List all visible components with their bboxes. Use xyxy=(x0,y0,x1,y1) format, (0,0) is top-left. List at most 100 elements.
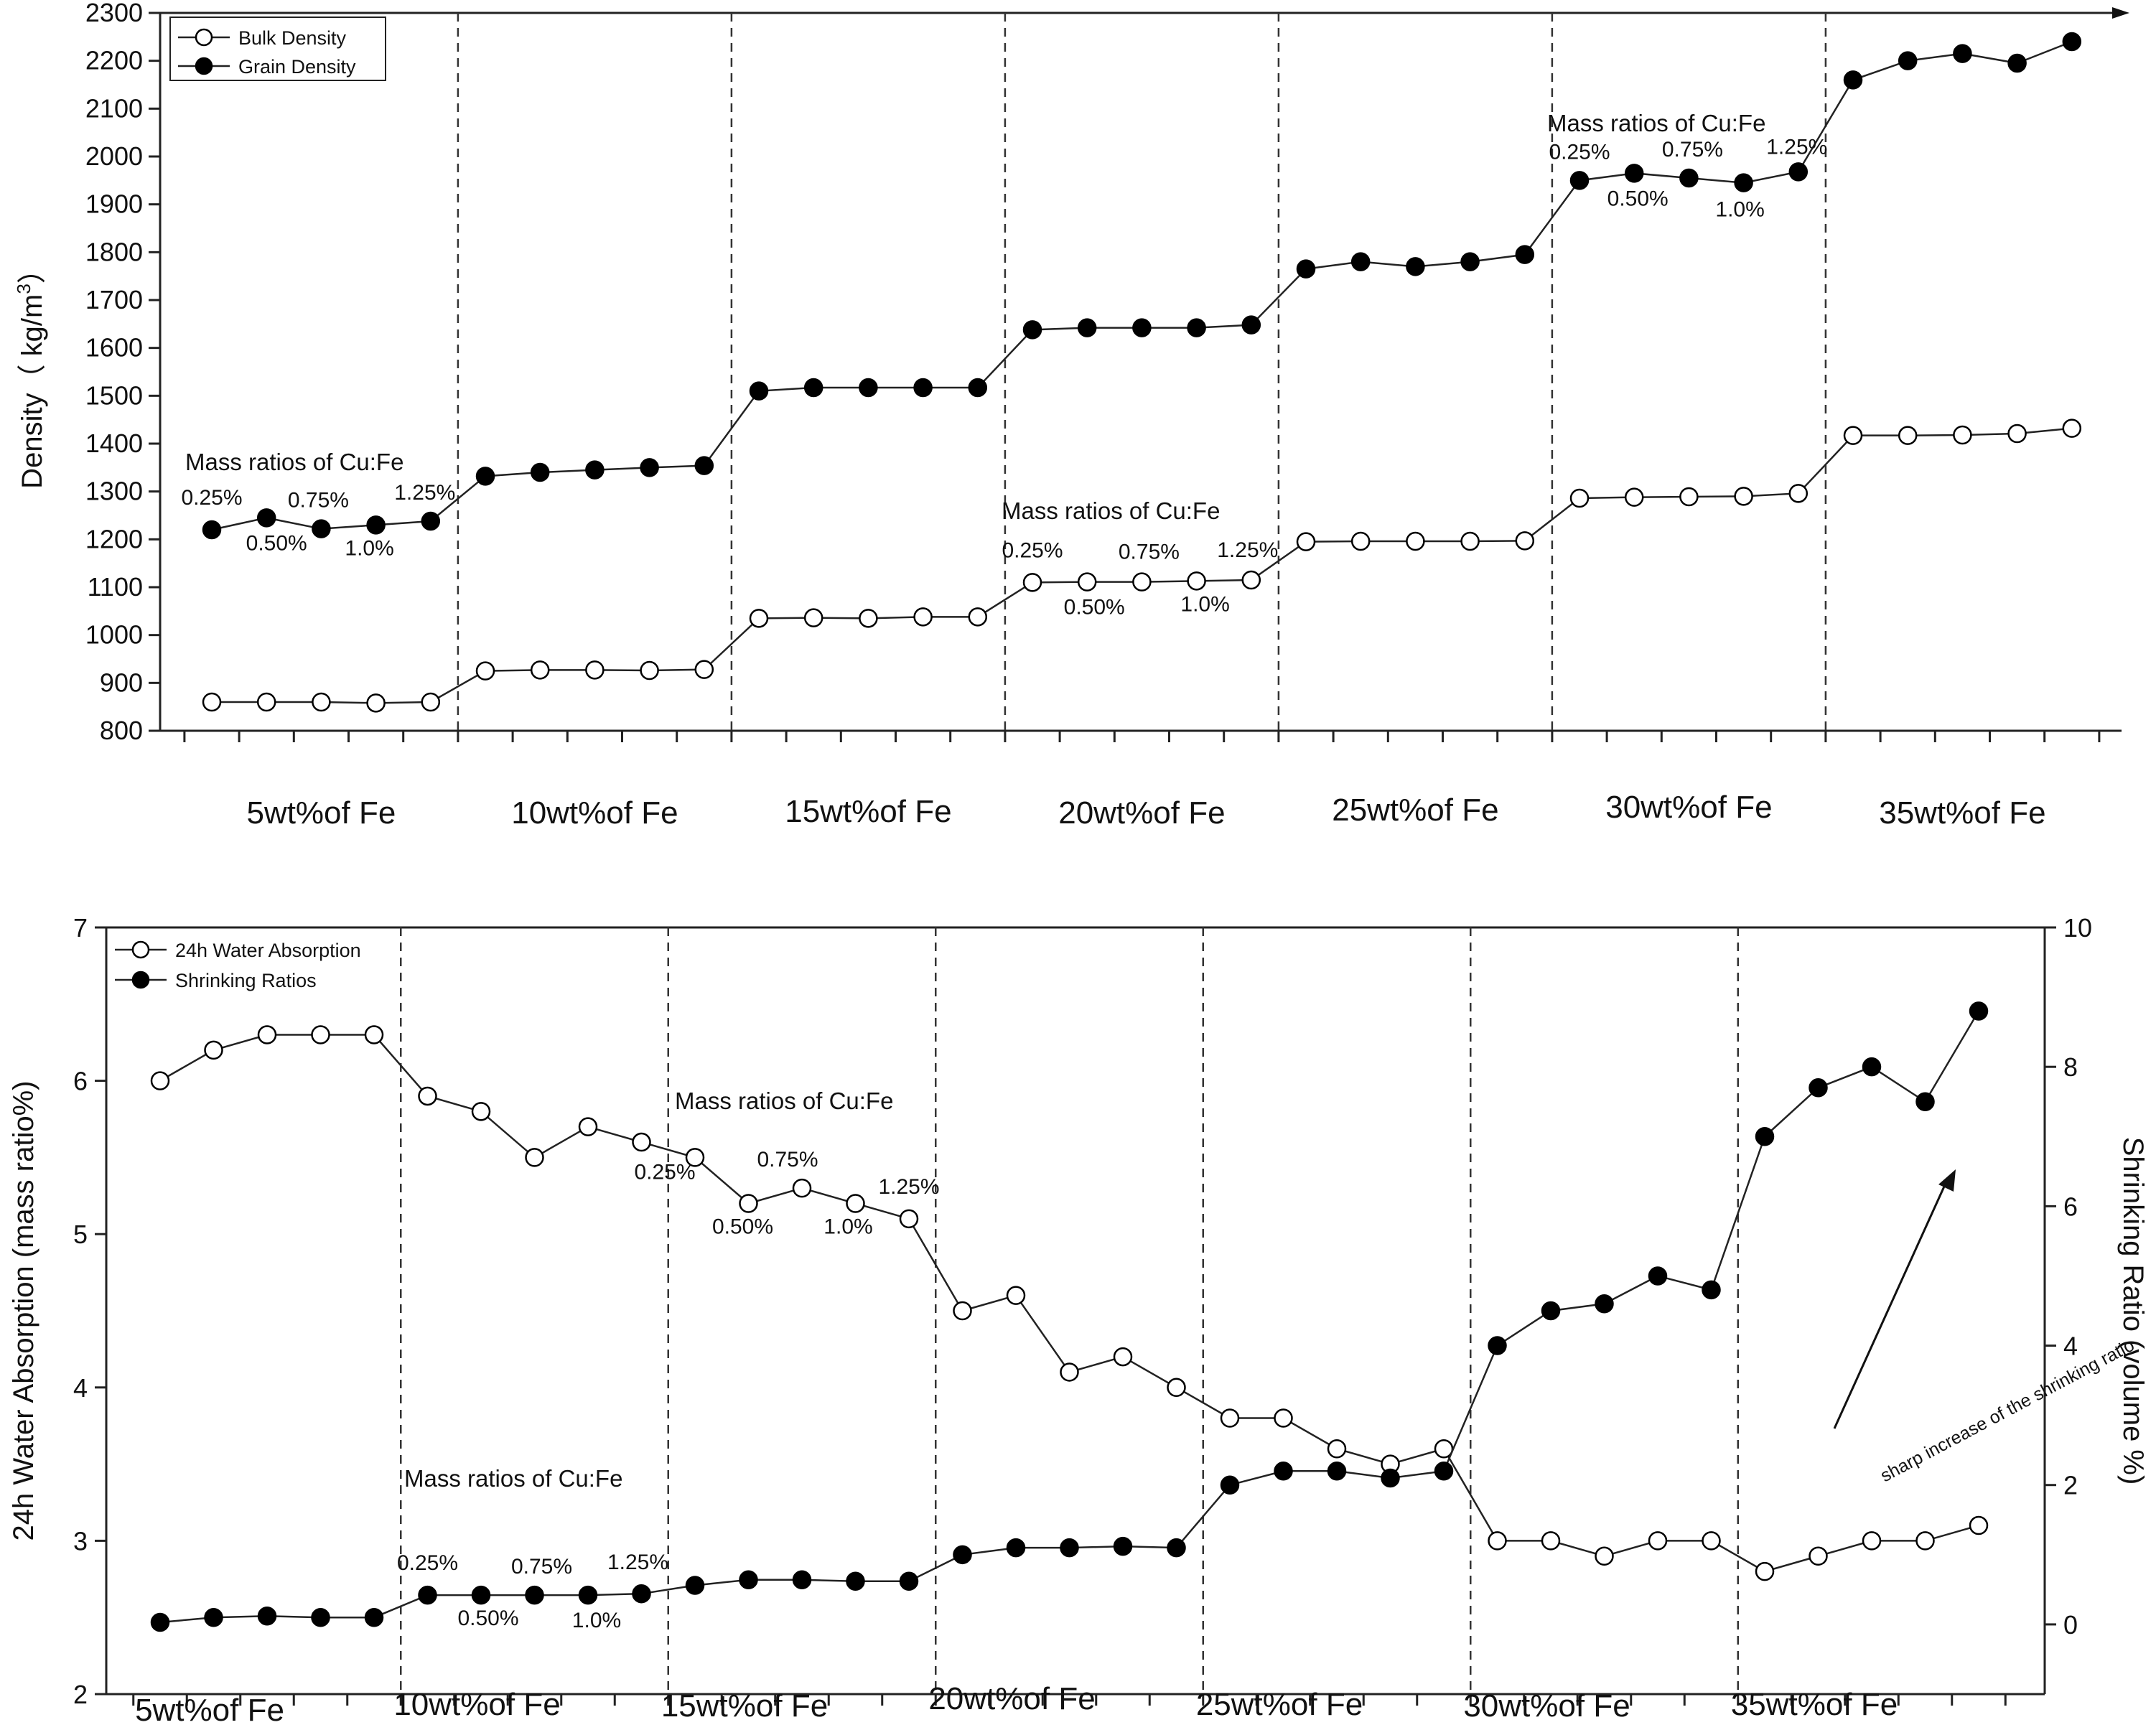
bulk-density-point xyxy=(421,692,441,712)
arrow-spacer-77 xyxy=(1829,1399,1865,1425)
arrow-spacer-34 xyxy=(1829,1399,1865,1426)
x-group-label: 35wt%of Fe xyxy=(1879,795,2045,831)
ratio-label: 0.50% xyxy=(1607,187,1669,210)
grain-density-point xyxy=(640,458,659,477)
arrow-spacer-9 xyxy=(1829,1399,1865,1426)
grain-density-point xyxy=(475,467,495,486)
x-group-label: 5wt%of Fe xyxy=(246,795,396,831)
arrow-spacer-54 xyxy=(1829,1399,1865,1425)
grain-density-point xyxy=(968,378,988,398)
ratio-label: 1.0% xyxy=(572,1609,621,1632)
arrow-spacer-108 xyxy=(1829,1172,1874,1426)
ratio-label: 0.25% xyxy=(397,1551,458,1575)
arrow-guide-21 xyxy=(1832,1177,1867,1424)
arrow-spacer-95 xyxy=(1829,1399,1865,1426)
shrinking-ratio-point xyxy=(150,1612,170,1632)
arrow-spacer-61 xyxy=(1829,1399,1865,1425)
water-absorption-point xyxy=(578,1117,598,1136)
arrow-spacer-75 xyxy=(1829,1399,1865,1425)
shrinking-ratio-point xyxy=(1969,1001,1989,1021)
arrow-spacer-17 xyxy=(1829,1399,1865,1426)
water-absorption-point xyxy=(150,1071,170,1090)
shrinking-ratio-point xyxy=(632,1584,651,1604)
shrinking-ratio-point xyxy=(1006,1538,1026,1558)
left-y-tick-label: 7 xyxy=(73,913,88,943)
x-group-label: 30wt%of Fe xyxy=(1463,1688,1630,1724)
water-absorption-point xyxy=(1755,1561,1775,1581)
x-group-label: 25wt%of Fe xyxy=(1332,792,1498,828)
bulk-density-point xyxy=(803,608,823,627)
shrinking-ratio-point xyxy=(1060,1538,1079,1558)
arrow-spacer-177 xyxy=(1829,1175,1871,1426)
arrow-spacer-168 xyxy=(1829,1172,1872,1426)
arrow-spacer-166 xyxy=(1829,1172,1872,1426)
grain-density-point xyxy=(421,511,441,531)
arrow-spacer-136 xyxy=(1829,1409,1859,1426)
arrow-spacer-50 xyxy=(1829,1399,1865,1425)
arrow-spacer-172 xyxy=(1829,1172,1872,1426)
ratio-label: 0.75% xyxy=(1119,541,1180,564)
annotation-title: Mass ratios of Cu:Fe xyxy=(404,1465,622,1492)
arrow-spacer-137 xyxy=(1829,1409,1859,1426)
arrow-spacer-41 xyxy=(1829,1399,1865,1426)
legend: Bulk Density Grain Density xyxy=(169,17,386,81)
y-axis-title-main: Density（ kg/m xyxy=(17,294,48,489)
arrow-spacer-66 xyxy=(1829,1399,1865,1425)
bulk-density-point xyxy=(1953,425,1972,445)
arrow-spacer-76 xyxy=(1829,1399,1865,1425)
water-absorption-point xyxy=(739,1194,758,1213)
bulk-density-point xyxy=(694,660,714,679)
grain-density-point xyxy=(1350,252,1371,271)
water-absorption-point xyxy=(525,1148,544,1167)
arrow-spacer-139 xyxy=(1829,1409,1859,1426)
ratio-label: 0.25% xyxy=(634,1160,695,1184)
bulk-density-point xyxy=(1569,488,1590,508)
arrow-guide-5 xyxy=(1832,1174,1868,1424)
right-y-tick-label: 10 xyxy=(2063,913,2092,943)
grain-density-point xyxy=(1734,173,1753,192)
arrow-spacer-55 xyxy=(1829,1399,1865,1425)
arrow-spacer-103 xyxy=(1829,1399,1865,1426)
grain-density-point xyxy=(1296,259,1316,279)
arrow-spacer-181 xyxy=(1829,1175,1871,1426)
bulk-density-point xyxy=(640,660,659,681)
y-tick-label: 1600 xyxy=(85,333,143,363)
arrow-guide-20 xyxy=(1832,1173,1870,1424)
arrow-guide-6 xyxy=(1832,1173,1870,1424)
arrow-spacer-43 xyxy=(1829,1399,1865,1426)
arrow-spacer-67 xyxy=(1829,1399,1865,1425)
arrow-spacer-134 xyxy=(1829,1409,1859,1426)
shrinking-ratio-point xyxy=(1541,1301,1561,1321)
right-y-tick-label: 2 xyxy=(2063,1471,2078,1500)
arrow-spacer-188 xyxy=(1829,1175,1871,1426)
arrow-spacer-10 xyxy=(1829,1399,1865,1426)
bulk-density-point xyxy=(585,660,605,680)
bulk-density-point xyxy=(1296,532,1316,551)
arrow-spacer-151 xyxy=(1831,1401,1864,1425)
grain-density-point xyxy=(859,378,878,398)
grain-density-point xyxy=(2062,32,2082,52)
left-y-tick-label: 6 xyxy=(73,1067,88,1096)
shrinking-ratio-point xyxy=(899,1571,919,1591)
arrow-shaft xyxy=(1833,1179,1949,1429)
grain-density-point xyxy=(202,520,222,540)
y-tick-label: 1800 xyxy=(85,237,143,266)
water-absorption-point xyxy=(1488,1531,1507,1551)
arrow-spacer-102 xyxy=(1829,1399,1865,1426)
water-absorption-point xyxy=(364,1025,384,1044)
ratio-label: 0.25% xyxy=(181,486,242,510)
x-group-label: 35wt%of Fe xyxy=(1731,1687,1898,1722)
arrow-guide-17 xyxy=(1832,1173,1870,1424)
arrow-spacer-79 xyxy=(1829,1399,1865,1425)
bulk-density-point xyxy=(1022,573,1042,592)
bulk-density-point xyxy=(1077,572,1097,592)
arrow-spacer-64 xyxy=(1829,1399,1865,1425)
ratio-label: 1.25% xyxy=(394,481,455,505)
bulk-density-point xyxy=(530,660,550,680)
water-absorption-point xyxy=(1541,1531,1561,1551)
arrow-spacer-68 xyxy=(1829,1399,1865,1425)
grain-density-point xyxy=(1515,245,1535,264)
bulk-density-point xyxy=(312,692,331,712)
bulk-density-point xyxy=(1350,531,1371,551)
bulk-density-point xyxy=(1624,487,1644,507)
